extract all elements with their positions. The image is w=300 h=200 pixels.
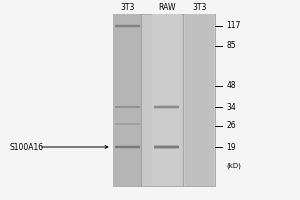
Text: S100A16: S100A16 [9,142,43,152]
Text: (kD): (kD) [226,163,242,169]
Bar [154,145,179,146]
Bar [115,27,140,28]
Text: 85: 85 [226,42,236,50]
Text: RAW: RAW [158,3,175,12]
Bar [115,24,140,25]
Text: 26: 26 [226,121,236,130]
Bar [115,26,140,27]
Bar [113,14,142,186]
Text: 3T3: 3T3 [192,3,207,12]
Text: 34: 34 [226,102,236,112]
Bar [112,14,214,186]
Bar [115,148,140,149]
Bar [154,146,179,147]
Bar [185,14,214,186]
Text: 3T3: 3T3 [120,3,135,12]
Bar [152,14,181,186]
Bar [115,146,140,147]
Text: 117: 117 [226,21,241,30]
Bar [154,148,179,149]
Bar [115,147,140,148]
Bar [154,147,179,148]
Text: 48: 48 [226,81,236,90]
Bar [115,25,140,26]
Bar [115,145,140,146]
Text: 19: 19 [226,142,236,152]
